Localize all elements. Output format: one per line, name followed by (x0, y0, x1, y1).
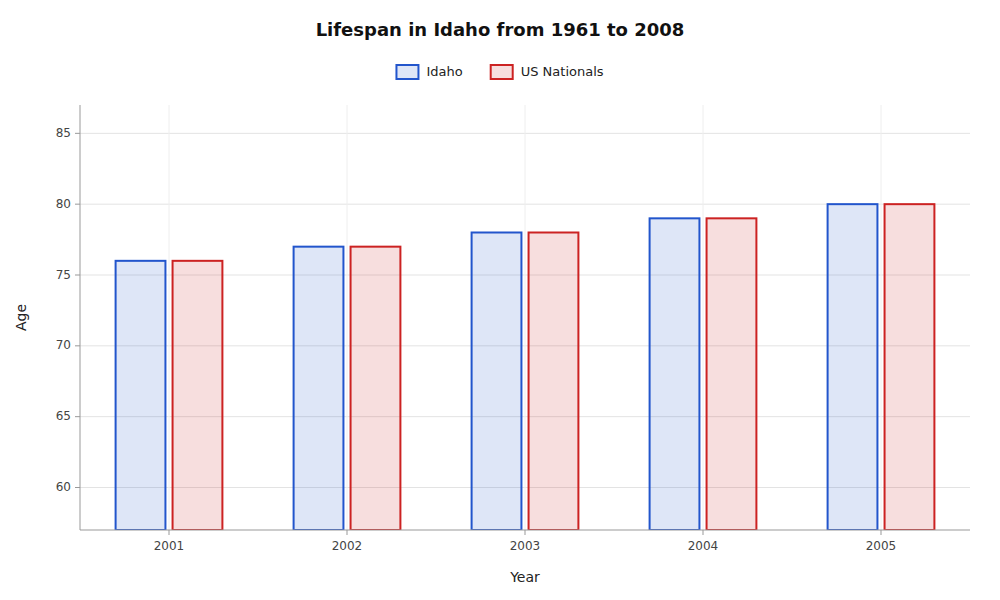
y-tick (75, 275, 80, 276)
x-tick-label: 2004 (688, 539, 719, 553)
grid (80, 105, 970, 530)
x-tick-label: 2002 (332, 539, 363, 553)
chart-container: 60 65 70 75 80 85 2001 2002 2003 2004 2005 Lifespan… (0, 0, 1000, 600)
legend-item: US Nationals (491, 64, 604, 80)
legend-item: Idaho (396, 64, 462, 80)
legend-label: US Nationals (521, 64, 604, 79)
y-tick (75, 487, 80, 488)
y-tick-label: 65 (56, 409, 71, 423)
y-tick-label: 80 (56, 197, 71, 211)
x-tick (169, 530, 170, 535)
bar (173, 261, 223, 530)
bar (885, 204, 935, 530)
y-tick-label: 70 (56, 338, 71, 352)
bar (472, 233, 522, 531)
x-axis-title: Year (509, 569, 540, 585)
legend-label: Idaho (426, 64, 462, 79)
x-grid-line (347, 105, 348, 530)
y-tick (75, 204, 80, 205)
axes: 60 65 70 75 80 85 2001 2002 2003 2004 2005 (56, 105, 970, 553)
bar (828, 204, 878, 530)
chart-svg: 60 65 70 75 80 85 2001 2002 2003 2004 2005 Lifespan… (0, 0, 1000, 600)
x-tick-label: 2001 (154, 539, 185, 553)
bar (294, 247, 344, 530)
x-tick (347, 530, 348, 535)
bar (351, 247, 401, 530)
bars (116, 204, 935, 530)
x-tick (881, 530, 882, 535)
y-tick-label: 85 (56, 126, 71, 140)
x-grid-line (703, 105, 704, 530)
x-tick-label: 2003 (510, 539, 541, 553)
x-grid-line (525, 105, 526, 530)
bar (116, 261, 166, 530)
bar (707, 218, 757, 530)
y-tick-label: 60 (56, 480, 71, 494)
legend: Idaho US Nationals (396, 64, 603, 80)
y-tick (75, 133, 80, 134)
chart-title: Lifespan in Idaho from 1961 to 2008 (316, 19, 685, 40)
y-tick-label: 75 (56, 268, 71, 282)
x-tick (525, 530, 526, 535)
bar (529, 233, 579, 531)
y-axis-line (80, 105, 81, 530)
x-grid-line (169, 105, 170, 530)
y-axis-title: Age (13, 304, 29, 331)
legend-swatch (491, 65, 513, 79)
x-tick-label: 2005 (866, 539, 897, 553)
legend-swatch (396, 65, 418, 79)
y-tick (75, 416, 80, 417)
y-tick (75, 345, 80, 346)
x-tick (703, 530, 704, 535)
bar (650, 218, 700, 530)
x-grid-line (881, 105, 882, 530)
